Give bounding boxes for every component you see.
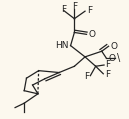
Text: O: O <box>110 42 117 51</box>
Text: F: F <box>61 5 66 14</box>
Text: F: F <box>84 72 89 81</box>
Text: F: F <box>105 70 110 79</box>
Text: O: O <box>108 54 115 63</box>
Text: \: \ <box>117 53 120 63</box>
Text: F: F <box>87 6 92 15</box>
Text: HN: HN <box>56 41 69 50</box>
Text: F: F <box>72 2 77 11</box>
Text: F: F <box>106 60 111 69</box>
Text: O: O <box>88 30 95 39</box>
